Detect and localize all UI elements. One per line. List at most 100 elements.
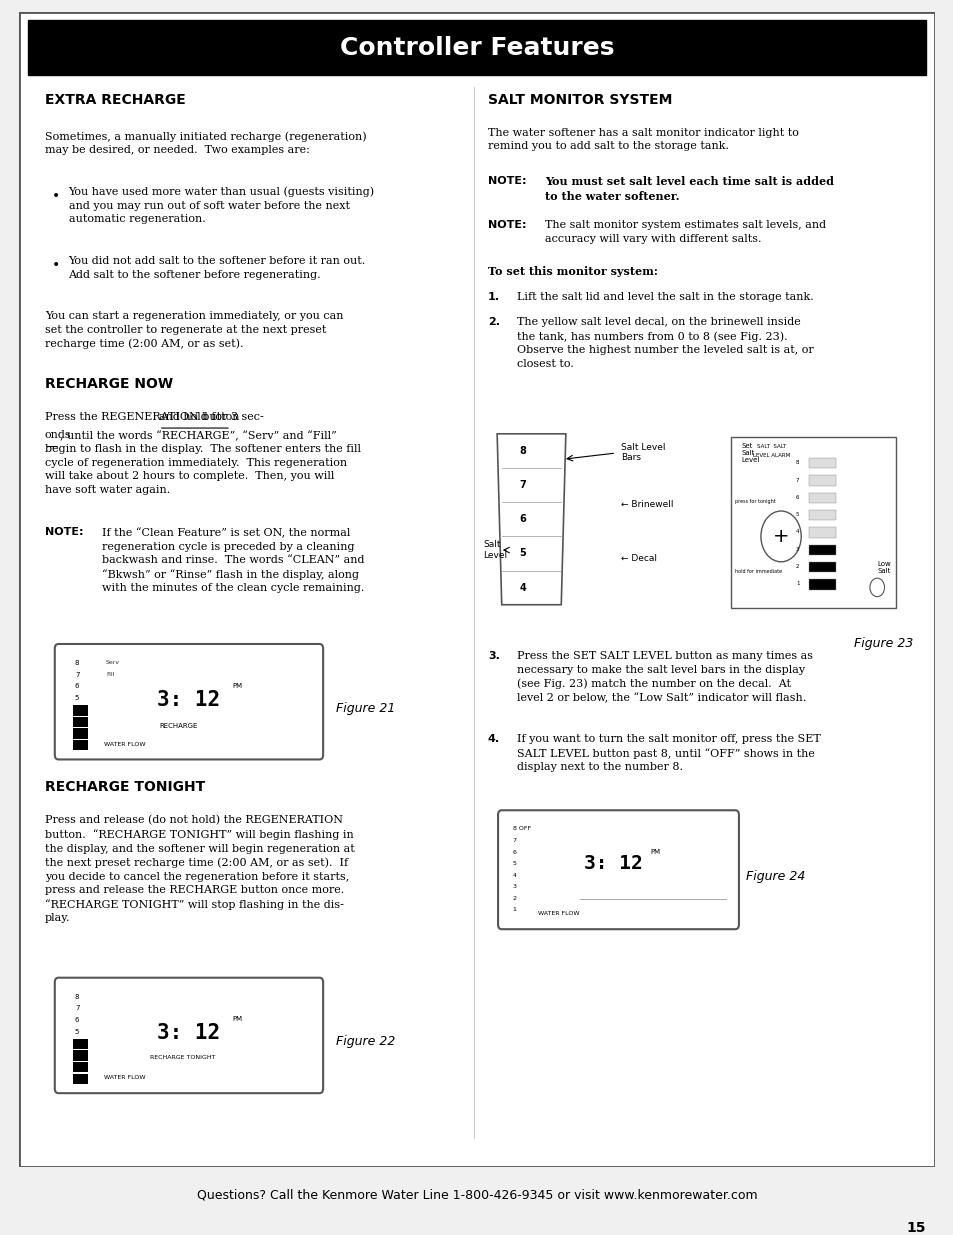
Bar — [73, 716, 88, 727]
Text: Lift the salt lid and level the salt in the storage tank.: Lift the salt lid and level the salt in … — [517, 291, 813, 301]
Text: Salt
Level: Salt Level — [483, 541, 507, 559]
Text: , until the words “RECHARGE”, “Serv” and “Fill”: , until the words “RECHARGE”, “Serv” and… — [60, 430, 336, 441]
Text: 3: 12: 3: 12 — [157, 1024, 220, 1044]
Text: RECHARGE TONIGHT: RECHARGE TONIGHT — [45, 781, 205, 794]
Text: 4: 4 — [75, 706, 79, 713]
Text: The water softener has a salt monitor indicator light to
remind you to add salt : The water softener has a salt monitor in… — [488, 128, 798, 152]
Text: WATER FLOW: WATER FLOW — [104, 742, 146, 747]
Text: 5: 5 — [519, 548, 526, 558]
Text: 3: 3 — [512, 884, 517, 889]
Text: 15: 15 — [905, 1220, 924, 1235]
Text: 2.: 2. — [488, 317, 499, 327]
Text: 5: 5 — [795, 513, 799, 517]
Text: 7: 7 — [75, 672, 79, 678]
Text: 8: 8 — [75, 994, 79, 1000]
Bar — [73, 1051, 88, 1061]
Text: Salt Level
Bars: Salt Level Bars — [620, 442, 664, 462]
Text: 2: 2 — [795, 564, 799, 569]
Text: NOTE:: NOTE: — [488, 177, 526, 186]
Text: Figure 24: Figure 24 — [745, 869, 804, 883]
Bar — [808, 545, 835, 555]
Text: 2: 2 — [75, 1063, 79, 1070]
Text: 3.: 3. — [488, 651, 499, 661]
Bar — [808, 527, 835, 537]
Text: 6: 6 — [75, 683, 79, 689]
Text: 4.: 4. — [488, 734, 499, 743]
Bar — [73, 740, 88, 750]
Text: 5: 5 — [75, 1029, 79, 1035]
Text: Set
Salt
Level: Set Salt Level — [740, 443, 760, 463]
Text: 5: 5 — [75, 695, 79, 700]
FancyBboxPatch shape — [54, 643, 323, 760]
Text: 2: 2 — [75, 730, 79, 735]
Bar — [808, 458, 835, 468]
Text: +: + — [772, 527, 788, 546]
Bar — [808, 579, 835, 590]
Text: and hold for 3 sec-: and hold for 3 sec- — [158, 412, 263, 422]
Text: 7: 7 — [795, 478, 799, 483]
Text: PM: PM — [649, 848, 659, 855]
Text: Figure 23: Figure 23 — [854, 637, 913, 650]
Text: You can start a regeneration immediately, or you can
set the controller to regen: You can start a regeneration immediately… — [45, 311, 343, 350]
Text: 3: 3 — [795, 547, 799, 552]
Text: If you want to turn the salt monitor off, press the SET
SALT LEVEL button past 8: If you want to turn the salt monitor off… — [517, 734, 821, 772]
Text: 6: 6 — [512, 850, 517, 855]
Text: 3: 12: 3: 12 — [583, 853, 642, 873]
Bar — [73, 705, 88, 715]
Text: •: • — [52, 258, 60, 272]
Text: PM: PM — [233, 683, 242, 689]
Text: 4: 4 — [75, 1040, 79, 1046]
Bar — [29, 21, 924, 74]
Text: 1: 1 — [512, 908, 517, 913]
Bar — [808, 475, 835, 485]
Text: Press and release (do not hold) the REGENERATION
button.  “RECHARGE TONIGHT” wil: Press and release (do not hold) the REGE… — [45, 815, 355, 924]
Text: 6: 6 — [519, 514, 526, 525]
Text: begin to flash in the display.  The softener enters the fill
cycle of regenerati: begin to flash in the display. The softe… — [45, 445, 360, 495]
Circle shape — [869, 578, 883, 597]
Text: 1.: 1. — [488, 291, 499, 301]
Text: 3: 3 — [75, 718, 79, 724]
Text: RECHARGE: RECHARGE — [159, 724, 197, 730]
Bar — [808, 493, 835, 503]
Text: RECHARGE NOW: RECHARGE NOW — [45, 377, 172, 391]
Text: Figure 22: Figure 22 — [335, 1035, 395, 1049]
FancyBboxPatch shape — [54, 978, 323, 1093]
Text: SALT  SALT: SALT SALT — [757, 445, 785, 450]
Text: Questions? Call the Kenmore Water Line 1-800-426-9345 or visit www.kenmorewater.: Questions? Call the Kenmore Water Line 1… — [196, 1188, 757, 1202]
Text: If the “Clean Feature” is set ON, the normal
regeneration cycle is preceded by a: If the “Clean Feature” is set ON, the no… — [101, 527, 364, 594]
Text: RECHARGE TONIGHT: RECHARGE TONIGHT — [150, 1055, 215, 1060]
Circle shape — [760, 511, 801, 562]
Text: Fill: Fill — [106, 672, 114, 677]
Text: 2: 2 — [512, 895, 517, 900]
Text: 1: 1 — [75, 1074, 79, 1081]
Text: Press the SET SALT LEVEL button as many times as
necessary to make the salt leve: Press the SET SALT LEVEL button as many … — [517, 651, 813, 704]
Text: Sometimes, a manually initiated recharge (regeneration)
may be desired, or neede: Sometimes, a manually initiated recharge… — [45, 131, 366, 156]
Text: Press the REGENERATION button: Press the REGENERATION button — [45, 412, 242, 422]
Text: 7: 7 — [519, 480, 526, 490]
Text: The salt monitor system estimates salt levels, and
accuracy will vary with diffe: The salt monitor system estimates salt l… — [544, 220, 825, 243]
Bar — [730, 437, 895, 608]
Text: 7: 7 — [512, 839, 517, 844]
Text: To set this monitor system:: To set this monitor system: — [488, 267, 658, 278]
Polygon shape — [497, 433, 565, 605]
Text: The yellow salt level decal, on the brinewell inside
the tank, has numbers from : The yellow salt level decal, on the brin… — [517, 317, 813, 369]
Text: 4: 4 — [519, 583, 526, 593]
Text: •: • — [52, 189, 60, 203]
Text: EXTRA RECHARGE: EXTRA RECHARGE — [45, 93, 185, 107]
Text: LEVEL ALARM: LEVEL ALARM — [753, 453, 790, 458]
Text: 4: 4 — [795, 530, 799, 535]
Bar — [808, 510, 835, 520]
Text: WATER FLOW: WATER FLOW — [104, 1076, 146, 1081]
Text: 8: 8 — [795, 461, 799, 466]
Text: 5: 5 — [512, 861, 517, 866]
Text: onds: onds — [45, 430, 71, 441]
Text: 8 OFF: 8 OFF — [512, 826, 530, 831]
Bar — [73, 1062, 88, 1072]
Text: 1: 1 — [795, 582, 799, 587]
Text: ← Decal: ← Decal — [620, 555, 656, 563]
Text: Controller Features: Controller Features — [339, 36, 614, 59]
Text: 8: 8 — [75, 661, 79, 666]
Text: 8: 8 — [519, 446, 526, 456]
Bar — [478, 417, 913, 625]
Text: PM: PM — [233, 1016, 242, 1023]
